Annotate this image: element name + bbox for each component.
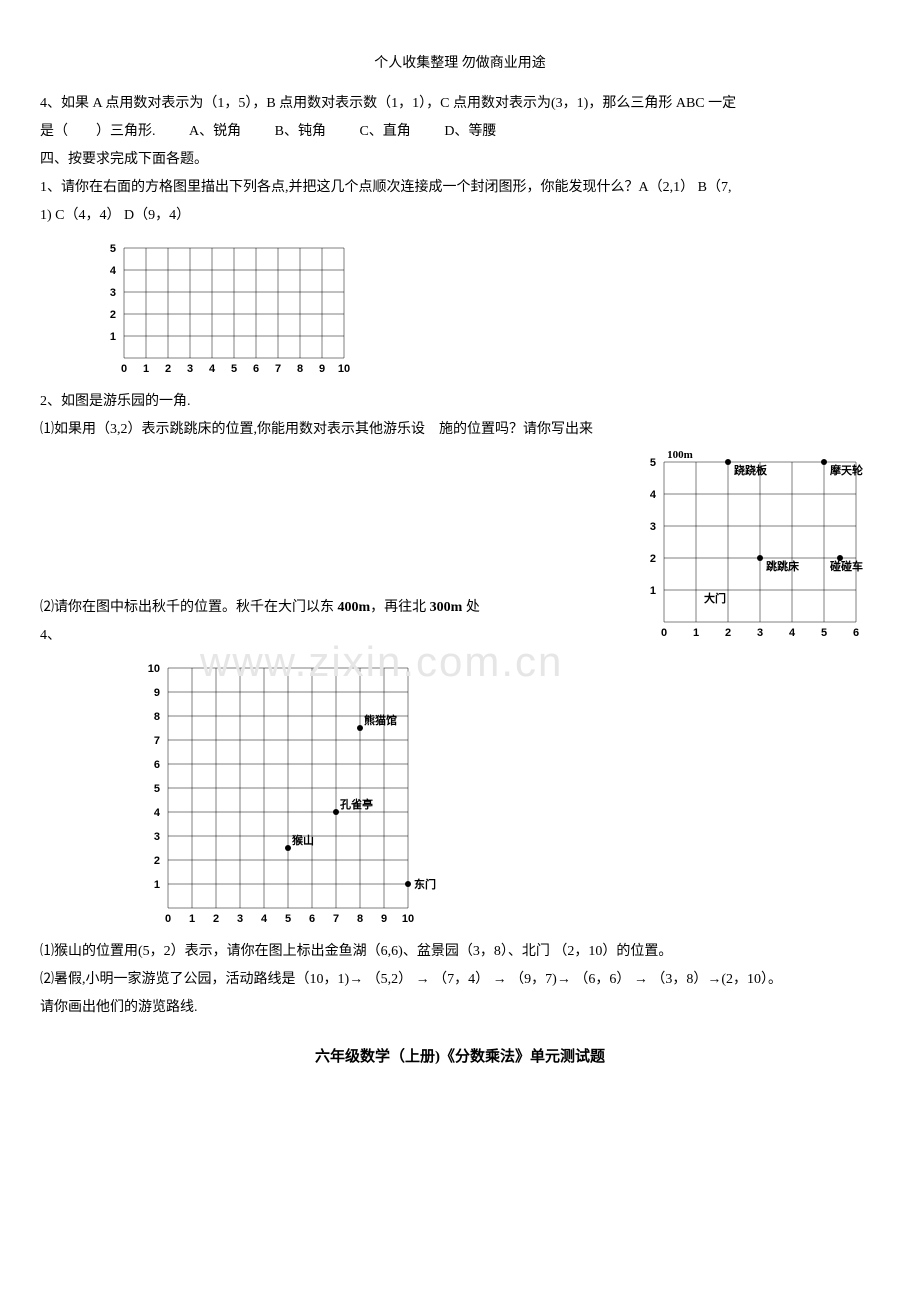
p1-line2: 1) C（4，4） D（9，4）	[40, 202, 880, 230]
svg-text:1: 1	[143, 363, 149, 375]
q4-stem: 是（ ）三角形.	[40, 124, 156, 139]
svg-text:0: 0	[121, 363, 127, 375]
p2-line2: ⑴如果用（3,2）表示跳跳床的位置,你能用数对表示其他游乐设 施的位置吗？请你写…	[40, 416, 880, 444]
svg-text:2: 2	[725, 627, 731, 639]
q4-opt-b: B、钝角	[275, 118, 326, 146]
svg-text:3: 3	[650, 521, 656, 533]
svg-text:7: 7	[275, 363, 281, 375]
svg-text:8: 8	[357, 913, 363, 925]
svg-text:2: 2	[165, 363, 171, 375]
svg-text:4: 4	[261, 913, 268, 925]
p2-line3b: 400m	[338, 600, 371, 615]
svg-text:10: 10	[338, 363, 350, 375]
svg-text:摩天轮: 摩天轮	[830, 463, 863, 477]
svg-text:6: 6	[309, 913, 315, 925]
svg-text:1: 1	[154, 879, 160, 891]
q4-opt-a: A、锐角	[189, 118, 241, 146]
svg-text:2: 2	[154, 855, 160, 867]
svg-text:8: 8	[154, 711, 160, 723]
svg-text:4: 4	[209, 363, 216, 375]
svg-text:熊猫馆: 熊猫馆	[364, 713, 397, 727]
page-header: 个人收集整理 勿做商业用途	[40, 50, 880, 78]
svg-text:4: 4	[154, 807, 161, 819]
p2-line3c: ，再往北	[370, 600, 430, 615]
p1-line1: 1、请你在右面的方格图里描出下列各点,并把这几个点顺次连接成一个封闭图形，你能发…	[40, 174, 880, 202]
svg-text:7: 7	[154, 735, 160, 747]
svg-text:2: 2	[650, 553, 656, 565]
q4-text2: 是（ ）三角形. A、锐角 B、钝角 C、直角 D、等腰	[40, 118, 880, 146]
svg-text:大门: 大门	[704, 591, 726, 605]
p3-line1: ⑴猴山的位置用(5，2）表示，请你在图上标出金鱼湖（6,6)、盆景园（3，8）、…	[40, 938, 880, 966]
svg-text:100m: 100m	[667, 449, 693, 461]
svg-text:9: 9	[319, 363, 325, 375]
svg-text:跷跷板: 跷跷板	[734, 463, 768, 477]
svg-text:5: 5	[650, 457, 656, 469]
svg-text:3: 3	[154, 831, 160, 843]
svg-text:猴山: 猴山	[292, 833, 314, 847]
svg-text:5: 5	[285, 913, 291, 925]
p2-line3e: 处	[462, 600, 480, 615]
chart3-grid: 0 1 2 3 4 5 6 7 8 9 10 1 2 3 4 5 6 7 8 9 10 猴山 孔雀亭 熊猫馆东门	[140, 662, 880, 926]
svg-text:2: 2	[110, 309, 116, 321]
svg-text:1: 1	[650, 585, 656, 597]
svg-text:6: 6	[253, 363, 259, 375]
section-4-heading: 四、按要求完成下面各题。	[40, 146, 880, 174]
svg-text:3: 3	[237, 913, 243, 925]
q4-opt-d: D、等腰	[444, 118, 496, 146]
q4-text1: 4、如果 A 点用数对表示为（1，5），B 点用数对表示数（1，1），C 点用数…	[40, 90, 880, 118]
svg-text:6: 6	[154, 759, 160, 771]
p2-line3a: ⑵请你在图中标出秋千的位置。秋千在大门以东	[40, 600, 338, 615]
svg-text:5: 5	[154, 783, 160, 795]
svg-text:4: 4	[789, 627, 796, 639]
chart1-grid: 0 1 2 3 4 5 6 7 8 9 10 1 2 3 4 5	[100, 242, 880, 376]
svg-text:跳跳床: 跳跳床	[766, 559, 800, 573]
svg-text:东门: 东门	[414, 877, 436, 891]
svg-text:4: 4	[110, 265, 117, 277]
svg-text:10: 10	[402, 913, 414, 925]
svg-text:10: 10	[148, 663, 160, 675]
svg-text:1: 1	[693, 627, 699, 639]
svg-text:5: 5	[110, 243, 116, 255]
svg-text:5: 5	[821, 627, 827, 639]
svg-text:3: 3	[110, 287, 116, 299]
p3-line3: 请你画出他们的游览路线.	[40, 994, 880, 1022]
p2-line1: 2、如图是游乐园的一角.	[40, 388, 880, 416]
svg-text:4: 4	[650, 489, 657, 501]
svg-text:7: 7	[333, 913, 339, 925]
svg-text:2: 2	[213, 913, 219, 925]
chart2-grid: 0 1 2 3 4 5 6 1 2 3 4 5 100m 大门 跷跷板跳跳床 摩天轮碰碰车	[640, 444, 880, 640]
svg-text:1: 1	[189, 913, 195, 925]
svg-text:9: 9	[154, 687, 160, 699]
svg-text:1: 1	[110, 331, 116, 343]
svg-text:8: 8	[297, 363, 303, 375]
svg-text:孔雀亭: 孔雀亭	[340, 797, 373, 811]
svg-text:5: 5	[231, 363, 237, 375]
p2-line3d: 300m	[430, 600, 463, 615]
svg-text:0: 0	[661, 627, 667, 639]
svg-text:6: 6	[853, 627, 859, 639]
p3-line2: ⑵暑假,小明一家游览了公园，活动路线是（10，1)→ （5,2） → （7，4）…	[40, 966, 880, 994]
unit-title: 六年级数学（上册)《分数乘法》单元测试题	[40, 1042, 880, 1072]
svg-text:9: 9	[381, 913, 387, 925]
svg-text:3: 3	[757, 627, 763, 639]
q4-opt-c: C、直角	[359, 118, 410, 146]
svg-text:0: 0	[165, 913, 171, 925]
svg-text:3: 3	[187, 363, 193, 375]
svg-text:碰碰车: 碰碰车	[830, 559, 863, 573]
